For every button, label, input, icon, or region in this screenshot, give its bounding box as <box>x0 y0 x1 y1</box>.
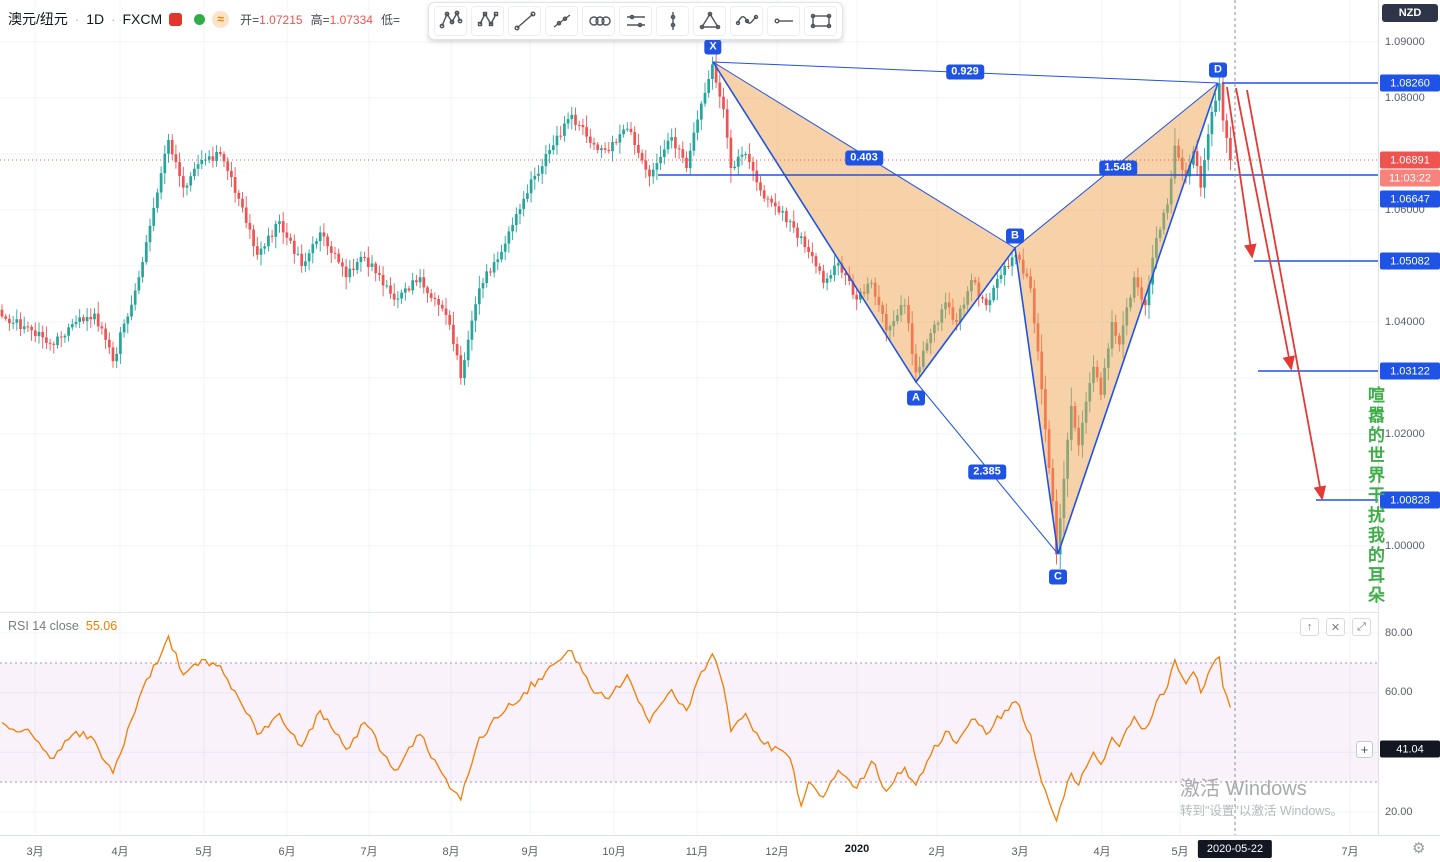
windows-activation-title: 激活 Windows <box>1180 778 1307 800</box>
trend-line-icon <box>514 11 536 31</box>
exchange-label: FXCM <box>122 11 163 27</box>
price-tick: 1.04000 <box>1385 316 1425 328</box>
pane-separator <box>0 612 1440 613</box>
time-axis-label: 6月 <box>278 846 296 858</box>
price-tick: 1.08000 <box>1385 92 1425 104</box>
parallel-channel-icon <box>626 14 645 28</box>
price-level-badge: 1.06647 <box>1380 190 1440 208</box>
time-axis-label: 5月 <box>195 846 213 858</box>
crosshair-date-badge: 2020-05-22 <box>1197 840 1273 858</box>
current-price-badge: 1.06891 <box>1380 151 1440 169</box>
drawing-toolbar <box>428 2 843 40</box>
tool-trend-line-button[interactable] <box>508 6 541 36</box>
rsi-pane-controls: ↑ ✕ ⤢ <box>1300 618 1371 636</box>
tool-horizontal-ray-button[interactable] <box>767 6 800 36</box>
time-axis-label: 4月 <box>111 846 129 858</box>
rectangle-icon <box>810 13 831 29</box>
indicator-approx-icon[interactable]: ≈ <box>212 10 230 28</box>
low-label: 低= <box>380 12 400 27</box>
time-axis-label: 9月 <box>521 846 539 858</box>
time-axis-label: 7月 <box>360 846 378 858</box>
legend-separator: · <box>111 11 116 27</box>
tool-rectangle-button[interactable] <box>804 6 837 36</box>
pane-close-button[interactable]: ✕ <box>1326 618 1345 636</box>
tool-wave-line-button[interactable] <box>730 6 763 36</box>
open-value: 1.07215 <box>259 12 303 27</box>
pattern-point-label[interactable]: X <box>704 39 722 55</box>
abcd-pattern-icon <box>477 11 498 27</box>
legend-separator: · <box>74 11 80 27</box>
cycle-circles-icon <box>588 16 611 26</box>
rsi-title: RSI 14 close <box>8 619 79 633</box>
tool-abcd-pattern-button[interactable] <box>471 6 504 36</box>
bar-countdown-badge: 11:03:22 <box>1380 169 1440 187</box>
rsi-value: 55.06 <box>85 619 118 633</box>
triangle-pattern-icon <box>699 11 720 30</box>
rsi-tick: 60.00 <box>1385 686 1413 698</box>
hover-price-badge: 41.04 <box>1380 740 1440 758</box>
chart-canvas[interactable] <box>0 0 1378 835</box>
price-level-badge: 1.08260 <box>1380 74 1440 92</box>
currency-badge[interactable]: NZD <box>1382 4 1438 22</box>
price-tick: 1.00000 <box>1385 540 1425 552</box>
time-axis-label: 2月 <box>928 846 946 858</box>
price-tick: 1.02000 <box>1385 428 1425 440</box>
price-axis[interactable]: NZD 1.09000 1.08000 1.06000 1.04000 1.02000 1… <box>1378 0 1440 835</box>
tool-triangle-pattern-button[interactable] <box>693 6 726 36</box>
trend-angle-icon <box>553 14 570 28</box>
pattern-ratio-label: 0.403 <box>845 150 883 166</box>
vertical-quote-text: 喧嚣的世界干扰我的耳朵 <box>1365 386 1384 606</box>
pane-move-up-button[interactable]: ↑ <box>1300 618 1319 636</box>
fxcm-logo-icon <box>169 12 183 26</box>
tool-trend-angle-button[interactable] <box>545 6 578 36</box>
price-level-badge: 1.03122 <box>1380 362 1440 380</box>
ohlc-readout: 开=1.07215 高=1.07334 低= <box>240 11 400 28</box>
pattern-point-label[interactable]: C <box>1049 569 1067 585</box>
time-axis-label: 5月 <box>1171 846 1189 858</box>
signal-dot-icon[interactable] <box>194 13 206 25</box>
open-label: 开= <box>240 12 260 27</box>
pane-maximize-button[interactable]: ⤢ <box>1352 618 1371 636</box>
price-level-badge: 1.00828 <box>1380 491 1440 509</box>
interval-label[interactable]: 1D <box>86 11 105 27</box>
xabcd-pattern-icon <box>439 10 462 29</box>
price-tick: 1.09000 <box>1385 36 1425 48</box>
settings-gear-icon[interactable]: ⚙ <box>1412 840 1426 857</box>
time-axis-label: 4月 <box>1093 846 1111 858</box>
tool-parallel-channel-button[interactable] <box>619 6 652 36</box>
pattern-point-label[interactable]: B <box>1006 228 1024 244</box>
pattern-ratio-label: 0.929 <box>946 64 984 80</box>
tool-vertical-line-button[interactable] <box>656 6 689 36</box>
price-level-badge: 1.05082 <box>1380 252 1440 270</box>
rsi-tick: 80.00 <box>1385 627 1413 639</box>
pattern-ratio-label: 2.385 <box>968 464 1006 480</box>
time-axis-label: 8月 <box>442 846 460 858</box>
time-axis-label: 11月 <box>685 846 709 858</box>
symbol-title[interactable]: 澳元/纽元 <box>8 11 68 27</box>
symbol-legend: 澳元/纽元 · 1D · FXCM ≈ 开=1.07215 高=1.07334 … <box>8 8 400 30</box>
high-value: 1.07334 <box>329 12 373 27</box>
pattern-ratio-label: 1.548 <box>1099 160 1137 176</box>
add-alert-plus-button[interactable]: + <box>1356 741 1373 758</box>
horizontal-ray-icon <box>774 18 793 24</box>
time-axis-label: 7月 <box>1341 846 1359 858</box>
pattern-point-label[interactable]: A <box>907 390 925 406</box>
rsi-tick: 20.00 <box>1385 806 1413 818</box>
time-axis-label: 3月 <box>1011 846 1029 858</box>
time-axis[interactable]: 2020-05-22 3月 4月 5月 6月 7月 8月 9月 10月 11月 12月 2020 2月… <box>0 835 1440 862</box>
time-axis-label: 2020 <box>844 843 870 855</box>
vertical-line-icon <box>670 12 675 30</box>
tool-cycle-circles-button[interactable] <box>582 6 615 36</box>
rsi-indicator-header[interactable]: RSI 14 close 55.06 <box>8 619 117 633</box>
high-label: 高= <box>310 12 330 27</box>
time-axis-label: 3月 <box>26 846 44 858</box>
pattern-point-label[interactable]: D <box>1209 62 1227 78</box>
time-axis-label: 10月 <box>602 846 626 858</box>
tool-xabcd-pattern-button[interactable] <box>434 6 467 36</box>
wave-line-icon <box>735 14 758 26</box>
windows-activation-subtitle: 转到"设置"以激活 Windows。 <box>1180 804 1344 818</box>
time-axis-label: 12月 <box>765 846 789 858</box>
